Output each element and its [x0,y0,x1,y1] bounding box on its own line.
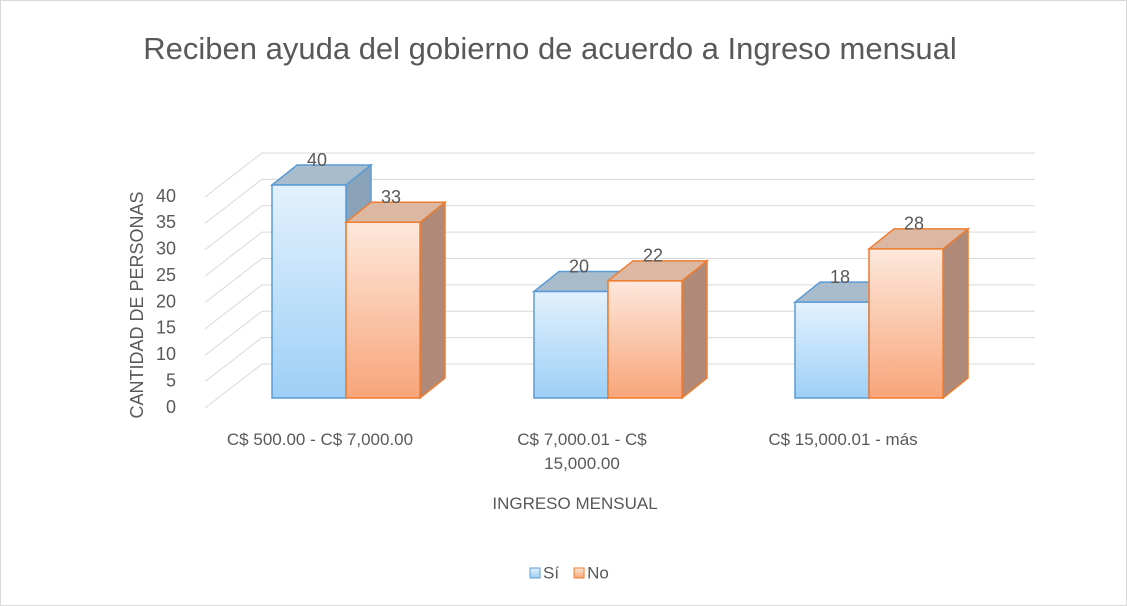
data-label: 18 [830,267,850,287]
bar-face [607,280,683,399]
bar-face [794,301,870,399]
x-tick-label: C$ 500.00 - C$ 7,000.00 [226,430,414,449]
y-tick-label: 35 [156,212,176,232]
bar-face [533,290,609,399]
data-label: 20 [569,256,589,276]
bar [866,227,971,400]
grid-line [204,178,1035,224]
y-tick-label: 30 [156,239,176,259]
data-label: 40 [307,150,327,170]
grid-line [204,337,1035,383]
bar-face [419,200,446,400]
legend-label: Sí [543,563,559,582]
y-tick-label: 25 [156,265,176,285]
legend-label: No [587,563,609,582]
bar-face [345,221,421,399]
grid-line [204,205,1035,251]
data-label: 28 [904,214,924,234]
grid-line [204,258,1035,303]
y-tick-label: 10 [156,344,176,364]
bar-face [868,248,944,399]
bar-face [942,227,969,400]
legend-swatch [529,567,541,579]
y-tick-label: 5 [166,370,176,390]
grid-line [204,152,1035,198]
legend-swatch [573,567,585,579]
data-label: 22 [643,246,663,266]
x-tick-label: C$ 7,000.01 - C$ 15,000.00 [517,430,647,473]
chart-title: Reciben ayuda del gobierno de acuerdo a … [143,31,957,66]
bar-face [681,259,708,400]
y-tick-label: 20 [156,291,176,311]
grid-line [204,310,1035,356]
bar-face [271,184,347,399]
bar [605,259,710,400]
y-tick-label: 0 [166,397,176,417]
grid-line [204,284,1035,330]
grid-line [204,363,1035,409]
x-tick-label: C$ 15,000.01 - más [768,430,918,449]
y-tick-label: 40 [156,186,176,206]
data-label: 33 [381,187,401,207]
grid-line [204,231,1035,277]
y-axis-title: CANTIDAD DE PERSONAS [127,191,147,418]
x-axis-title: INGRESO MENSUAL [492,494,658,513]
y-tick-label: 15 [156,318,176,338]
bar [343,200,448,400]
